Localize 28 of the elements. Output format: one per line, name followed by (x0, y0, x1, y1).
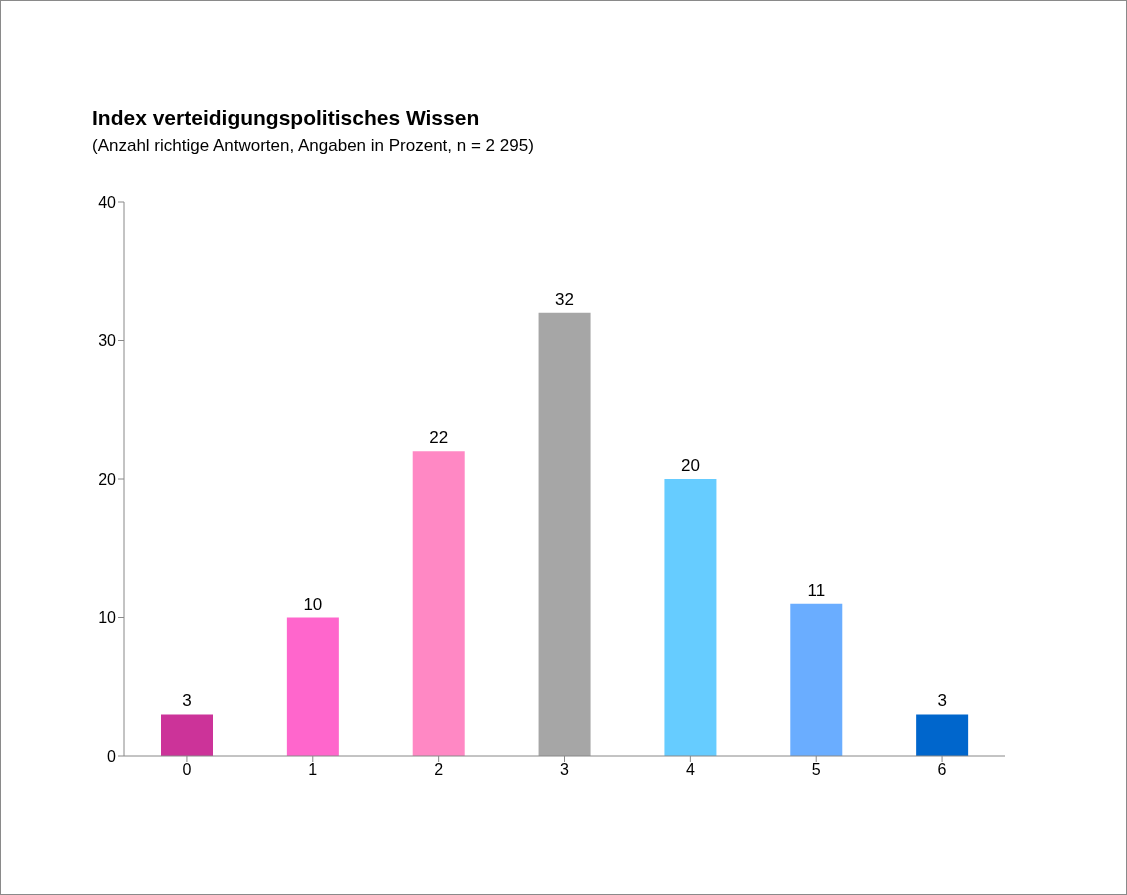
data-label: 3 (937, 691, 947, 711)
chart-title: Index verteidigungspolitisches Wissen (92, 106, 480, 130)
y-tick-label: 0 (107, 747, 117, 765)
y-tick-label: 10 (98, 609, 117, 627)
y-tick-label: 30 (98, 332, 117, 350)
x-tick-label: 5 (811, 761, 821, 779)
bar (286, 617, 339, 756)
bar (538, 312, 591, 756)
y-tick-label: 40 (98, 193, 117, 211)
data-label: 10 (303, 594, 323, 614)
y-tick-label: 20 (98, 470, 117, 488)
data-label: 11 (807, 580, 826, 600)
bar (664, 479, 717, 756)
bar (916, 714, 969, 756)
data-label: 22 (429, 428, 449, 448)
data-label: 20 (680, 456, 700, 475)
x-tick-label: 4 (685, 761, 695, 779)
x-tick-label: 2 (434, 761, 444, 779)
bar (412, 451, 465, 756)
x-tick-label: 1 (308, 761, 318, 779)
chart-subtitle: (Anzahl richtige Antworten, Angaben in Prozent, n = 2 295) (92, 136, 534, 156)
bar (161, 714, 213, 756)
x-tick-label: 6 (937, 761, 947, 779)
data-label: 3 (182, 691, 192, 711)
bar (790, 603, 843, 756)
x-tick-label: 0 (182, 761, 192, 779)
x-tick-label: 3 (560, 761, 570, 779)
data-label: 32 (555, 289, 575, 309)
